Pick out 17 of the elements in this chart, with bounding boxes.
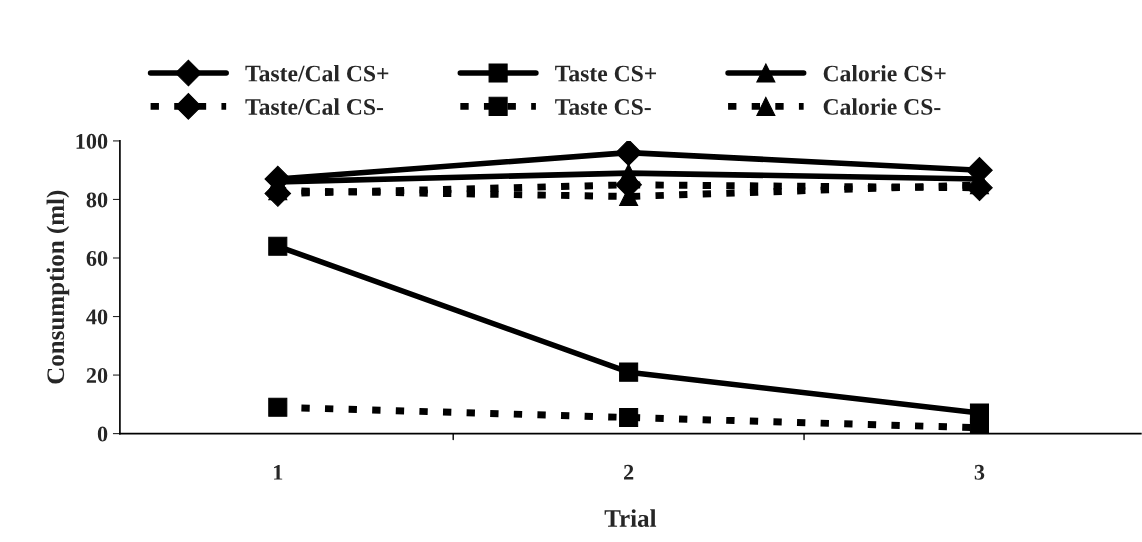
- legend-label: Taste/Cal CS+: [245, 64, 389, 82]
- y-tick-label: 0: [97, 426, 108, 442]
- legend-label: Calorie CS-: [823, 98, 941, 115]
- legend-label: Taste CS-: [555, 99, 651, 115]
- y-tick-label: 80: [86, 192, 108, 208]
- y-tick-label: 20: [86, 368, 108, 383]
- x-tick-label: 2: [624, 464, 634, 480]
- y-tick-label: 100: [76, 133, 108, 149]
- x-axis-title: Trial: [604, 509, 657, 527]
- legend-label: Calorie CS+: [823, 64, 946, 82]
- x-tick-label: 1: [274, 464, 283, 480]
- x-tick-label: 3: [974, 464, 985, 480]
- legend-label: Taste/Cal CS-: [245, 98, 384, 115]
- y-tick-label: 40: [86, 309, 108, 325]
- legend-label: Taste CS+: [555, 65, 657, 82]
- y-axis-title: Consumption (ml): [46, 190, 70, 384]
- y-tick-label: 60: [86, 250, 108, 266]
